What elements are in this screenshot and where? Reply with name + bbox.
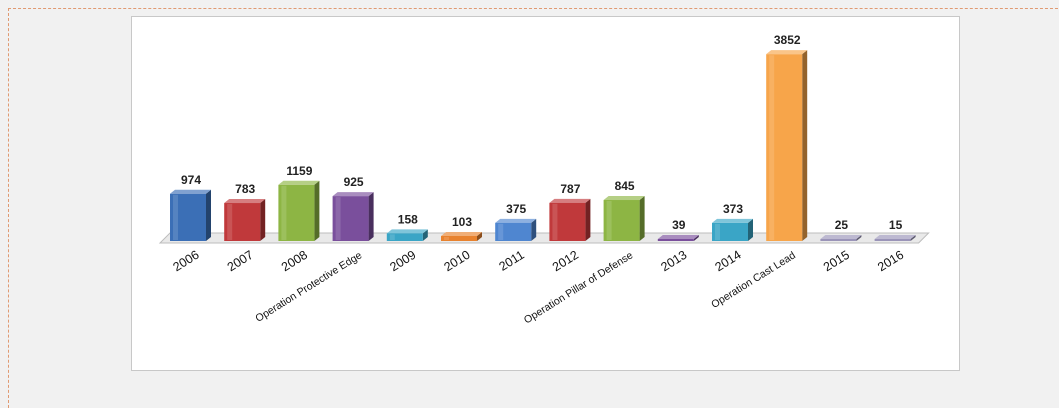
bar-side [260, 199, 266, 241]
bar-top [549, 198, 591, 203]
value-label: 39 [672, 218, 686, 232]
bar-side [856, 235, 862, 241]
bar-highlight [227, 204, 233, 240]
chart-floor [158, 232, 930, 244]
tick-label: 2007 [225, 248, 256, 275]
value-label: 3852 [774, 33, 801, 47]
chart-panel: 974 783 1159 925 158 103 375 787 845 39 373 3852 25 1… [131, 16, 960, 371]
value-labels: 974 783 1159 925 158 103 375 787 845 39 373 3852 25 1… [181, 33, 903, 232]
tick-label: Operation Protective Edge [253, 249, 364, 325]
bar-side [585, 198, 591, 241]
tick-label: 2015 [821, 248, 852, 275]
bar-side [531, 218, 537, 241]
tick-label: 2012 [550, 248, 581, 275]
bars [170, 50, 916, 241]
bar-top [766, 50, 808, 55]
bar-side [314, 180, 320, 241]
value-label: 15 [889, 218, 903, 232]
bar-side [748, 218, 753, 241]
bar-top [874, 235, 916, 239]
tick-label: 2006 [171, 248, 202, 275]
value-label: 787 [560, 182, 580, 196]
bar-highlight [444, 237, 449, 240]
bar-highlight [552, 203, 558, 240]
bar-8 [549, 198, 591, 241]
bar-side [693, 235, 699, 241]
bar-top [278, 180, 320, 185]
bar-14 [874, 235, 916, 241]
tick-label: 2008 [279, 248, 310, 275]
bar-highlight [281, 185, 287, 240]
bar-2 [224, 199, 266, 241]
value-label: 925 [344, 175, 364, 189]
bar-top [332, 192, 374, 197]
bar-top [495, 218, 537, 223]
value-label: 845 [615, 179, 635, 193]
bar-11 [712, 218, 753, 241]
bar-13 [820, 235, 862, 241]
bar-side [477, 232, 482, 241]
bar-chart: 974 783 1159 925 158 103 375 787 845 39 373 3852 25 1… [158, 33, 930, 327]
bar-side [639, 196, 645, 241]
value-label: 373 [723, 202, 743, 216]
bar-6 [441, 232, 482, 241]
bar-front [386, 233, 423, 241]
bar-highlight [389, 234, 395, 240]
bar-front [874, 239, 911, 241]
bar-top [712, 218, 753, 223]
bar-highlight [498, 223, 504, 240]
bar-top [386, 229, 428, 234]
bar-side [802, 50, 808, 241]
bar-front [657, 239, 694, 241]
bar-highlight [173, 194, 178, 240]
value-label: 158 [398, 212, 418, 226]
bar-highlight [715, 223, 720, 240]
bar-side [910, 235, 916, 241]
bar-front [712, 222, 748, 241]
bar-front [441, 236, 477, 241]
bar-side [368, 192, 374, 241]
bar-10 [657, 235, 699, 241]
bar-12 [766, 50, 808, 241]
bar-9 [603, 196, 645, 241]
bar-highlight [769, 55, 775, 240]
value-label: 103 [452, 215, 472, 229]
bar-top [657, 235, 699, 239]
tick-label: 2013 [658, 248, 689, 275]
bar-side [206, 189, 211, 241]
bar-1 [170, 189, 211, 241]
bar-top [441, 232, 482, 237]
bar-side [422, 229, 428, 241]
bar-top [603, 196, 645, 201]
tick-label: 2011 [497, 248, 527, 274]
bar-top [170, 189, 211, 194]
bar-highlight [606, 201, 612, 240]
bar-5 [386, 229, 428, 241]
bar-4 [332, 192, 374, 241]
value-label: 974 [181, 173, 201, 187]
floor [158, 232, 930, 244]
tick-label: 2016 [875, 248, 906, 275]
bar-top [224, 199, 266, 204]
tick-label: 2010 [442, 248, 473, 275]
dashed-border-frame [8, 8, 1059, 408]
tick-label: 2014 [713, 248, 744, 275]
value-label: 375 [506, 202, 526, 216]
value-label: 783 [235, 182, 255, 196]
value-label: 25 [835, 218, 849, 232]
bar-front [820, 239, 857, 241]
bar-3 [278, 180, 320, 241]
bar-7 [495, 218, 537, 241]
bar-front [495, 222, 532, 241]
bar-highlight [335, 197, 341, 240]
value-label: 1159 [286, 164, 312, 178]
tick-label: 2009 [387, 248, 418, 275]
bar-top [820, 235, 862, 239]
